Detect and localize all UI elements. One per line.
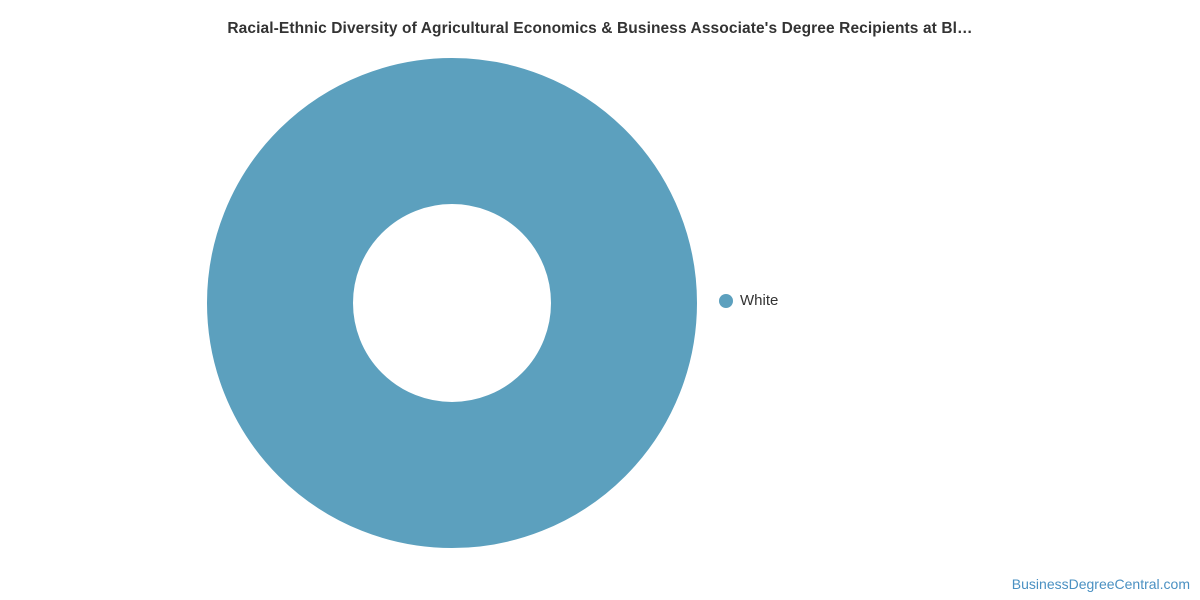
legend-marker-icon (719, 294, 733, 308)
donut-slice-white[interactable] (207, 58, 697, 548)
watermark-link[interactable]: BusinessDegreeCentral.com (1011, 576, 1190, 592)
legend-item-label: White (740, 292, 779, 309)
legend-item-white[interactable]: White (718, 293, 778, 309)
chart-title: Racial-Ethnic Diversity of Agricultural … (227, 20, 973, 37)
